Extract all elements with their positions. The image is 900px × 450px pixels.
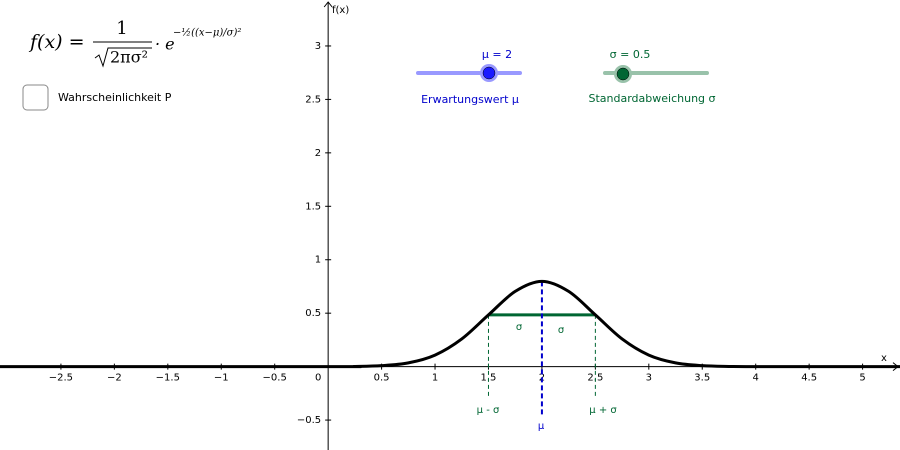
slider-handle[interactable] <box>616 67 630 81</box>
x-tick-label: −2 <box>107 373 122 384</box>
y-tick-label: 2 <box>315 148 321 159</box>
y-tick-label: −0.5 <box>297 415 321 426</box>
x-tick-label: −1.5 <box>156 373 180 384</box>
x-tick-label: 4 <box>753 373 759 384</box>
x-tick-label: 1 <box>432 373 438 384</box>
y-tick-label: 3 <box>315 41 321 52</box>
formula-lhs: f(x) = <box>28 31 85 53</box>
annotation: μ - σ <box>477 405 500 416</box>
x-tick-label: −1 <box>214 373 229 384</box>
y-tick-label: 1 <box>315 255 321 266</box>
formula-exponent: −½((x−μ)/σ)² <box>173 28 241 39</box>
annotation: μ + σ <box>589 405 617 416</box>
y-tick-label: 2.5 <box>305 94 321 105</box>
formula: f(x) = 1 2πσ² · e −½((x−μ)/σ)² <box>28 18 241 68</box>
mu-slider[interactable]: μ = 2 Erwartungswert μ <box>416 48 522 106</box>
annotation: σ <box>558 325 565 336</box>
slider-caption: Erwartungswert μ <box>421 93 519 106</box>
slider-caption: Standardabweichung σ <box>589 92 716 105</box>
x-tick-label: 0 <box>315 373 321 384</box>
slider-handle[interactable] <box>482 66 496 80</box>
x-tick-label: −2.5 <box>49 373 73 384</box>
x-tick-label: −0.5 <box>263 373 287 384</box>
y-axis-label: f(x) <box>332 5 349 16</box>
y-axis-arrow <box>323 1 333 8</box>
y-tick-label: 1.5 <box>305 201 321 212</box>
curve <box>0 279 900 369</box>
checkbox[interactable] <box>22 84 49 111</box>
formula-base: · e <box>155 35 175 54</box>
annotation: μ <box>538 421 545 432</box>
checkbox-label[interactable]: Wahrscheinlichkeit P <box>58 91 172 104</box>
x-tick-label: 3.5 <box>694 373 710 384</box>
sqrt-sign <box>94 47 152 68</box>
annotation: σ <box>516 322 523 333</box>
sigma-slider[interactable]: σ = 0.5 Standardabweichung σ <box>589 48 716 105</box>
x-tick-label: 3 <box>646 373 652 384</box>
formula-denominator: 2πσ² <box>110 48 148 67</box>
slider-value: σ = 0.5 <box>610 48 651 61</box>
x-axis-label: x <box>881 353 887 364</box>
formula-numerator: 1 <box>116 18 127 39</box>
slider-value: μ = 2 <box>482 48 512 61</box>
x-tick-label: 0.5 <box>374 373 390 384</box>
x-tick-label: 5 <box>859 373 865 384</box>
x-tick-label: 4.5 <box>801 373 817 384</box>
y-tick-label: 0.5 <box>305 308 321 319</box>
